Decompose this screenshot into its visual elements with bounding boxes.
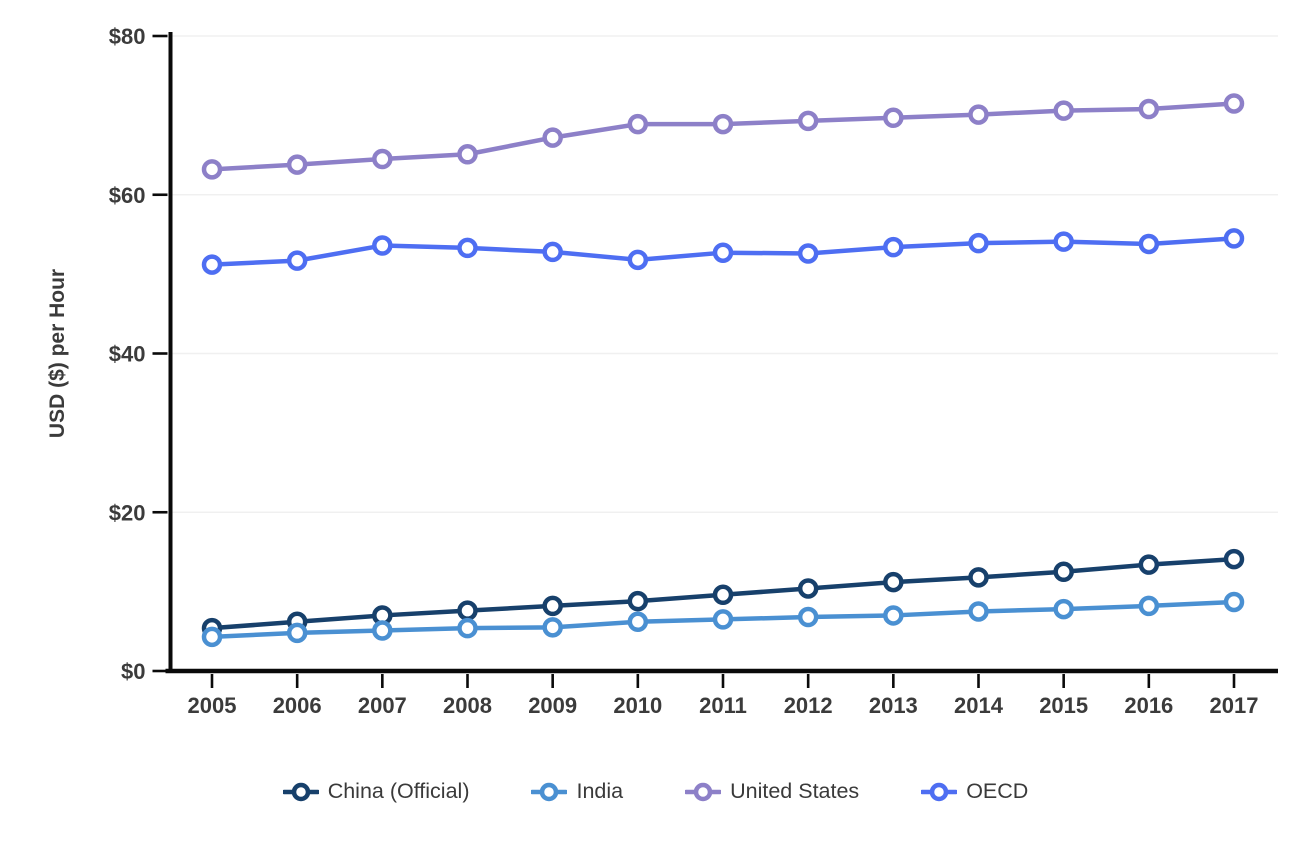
x-tick-label: 2011 xyxy=(699,693,747,718)
x-tick-label: 2007 xyxy=(358,693,407,718)
data-point-india-2007 xyxy=(372,620,393,641)
legend-label: India xyxy=(576,779,624,803)
x-tick-label: 2008 xyxy=(443,693,492,718)
x-tick-label: 2016 xyxy=(1124,693,1173,718)
data-point-united-states-2012 xyxy=(797,110,819,132)
data-point-india-2012 xyxy=(797,606,819,628)
data-point-china-official-2011 xyxy=(712,584,734,606)
y-axis-title: USD ($) per Hour xyxy=(46,269,69,438)
data-point-united-states-2017 xyxy=(1223,93,1245,114)
legend-label: China (Official) xyxy=(327,779,470,803)
chart-legend: China (Official) India United States OEC… xyxy=(0,779,1311,804)
data-point-oecd-2013 xyxy=(883,236,904,258)
india-series-marker-icon xyxy=(531,782,568,801)
data-point-united-states-2016 xyxy=(1138,98,1160,120)
x-tick-label: 2006 xyxy=(273,693,322,718)
data-point-united-states-2006 xyxy=(286,154,308,175)
data-point-united-states-2005 xyxy=(201,159,223,180)
data-point-india-2005 xyxy=(201,626,223,648)
data-point-united-states-2009 xyxy=(542,127,563,148)
data-point-china-official-2008 xyxy=(457,600,478,621)
x-tick-label: 2012 xyxy=(784,693,833,718)
x-tick-label: 2014 xyxy=(954,693,1004,718)
data-point-united-states-2013 xyxy=(883,107,904,129)
data-point-china-official-2016 xyxy=(1138,554,1160,575)
data-point-oecd-2011 xyxy=(712,242,734,263)
legend-item-india[interactable]: India xyxy=(531,779,623,804)
legend-item-oecd[interactable]: OECD xyxy=(921,779,1028,804)
data-point-united-states-2015 xyxy=(1053,100,1074,121)
data-point-india-2015 xyxy=(1053,598,1074,620)
y-tick-label: $80 xyxy=(109,24,146,49)
data-point-india-2009 xyxy=(542,617,563,638)
data-point-united-states-2008 xyxy=(457,144,478,165)
data-point-china-official-2013 xyxy=(883,571,904,593)
data-point-oecd-2005 xyxy=(201,254,223,275)
data-point-china-official-2014 xyxy=(968,567,989,588)
data-point-oecd-2012 xyxy=(797,243,819,264)
x-tick-label: 2009 xyxy=(528,693,577,718)
data-point-united-states-2011 xyxy=(712,113,734,135)
data-point-india-2008 xyxy=(457,617,478,639)
y-tick-label: $40 xyxy=(109,342,146,367)
united-states-series-marker-icon xyxy=(685,782,722,801)
data-point-oecd-2006 xyxy=(286,250,308,271)
data-point-oecd-2008 xyxy=(457,237,478,259)
data-point-oecd-2007 xyxy=(372,235,393,256)
data-point-india-2017 xyxy=(1223,591,1245,613)
legend-item-china-official[interactable]: China (Official) xyxy=(282,779,470,804)
x-tick-label: 2013 xyxy=(869,693,918,718)
data-point-china-official-2010 xyxy=(627,590,649,612)
data-point-united-states-2014 xyxy=(968,104,989,125)
legend-label: United States xyxy=(730,779,860,803)
x-tick-label: 2010 xyxy=(613,693,662,718)
data-point-india-2013 xyxy=(883,605,904,626)
data-point-china-official-2009 xyxy=(542,595,563,617)
data-point-india-2011 xyxy=(712,609,734,630)
data-point-india-2010 xyxy=(627,611,649,633)
y-tick-label: $0 xyxy=(121,659,145,684)
data-point-china-official-2012 xyxy=(797,578,819,599)
legend-label: OECD xyxy=(966,779,1029,803)
data-point-china-official-2017 xyxy=(1223,548,1245,570)
data-point-oecd-2015 xyxy=(1053,231,1074,252)
legend-item-united-states[interactable]: United States xyxy=(685,779,859,804)
y-tick-label: $20 xyxy=(109,500,146,525)
oecd-series-marker-icon xyxy=(921,782,958,801)
y-tick-label: $60 xyxy=(109,183,146,208)
data-point-india-2014 xyxy=(968,601,989,622)
x-tick-label: 2005 xyxy=(188,693,237,718)
series-line-united-states xyxy=(209,101,1237,172)
data-point-china-official-2015 xyxy=(1053,561,1074,583)
china-series-marker-icon xyxy=(282,782,319,801)
x-tick-label: 2017 xyxy=(1210,693,1259,718)
data-point-oecd-2009 xyxy=(542,241,563,263)
x-tick-label: 2015 xyxy=(1039,693,1088,718)
data-point-united-states-2010 xyxy=(627,113,649,135)
data-point-united-states-2007 xyxy=(372,148,393,170)
data-point-india-2016 xyxy=(1138,595,1160,617)
data-point-oecd-2010 xyxy=(627,249,649,271)
data-point-india-2006 xyxy=(286,622,308,644)
data-point-oecd-2017 xyxy=(1223,228,1245,249)
data-point-oecd-2014 xyxy=(968,232,989,254)
data-point-oecd-2016 xyxy=(1138,233,1160,255)
